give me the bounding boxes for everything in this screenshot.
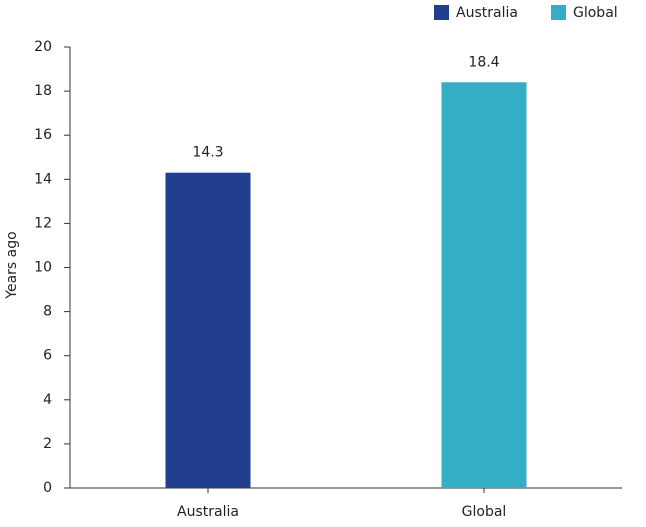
y-tick-label: 20 [34, 39, 52, 55]
y-tick-label: 16 [34, 127, 52, 143]
y-tick-label: 6 [43, 348, 52, 364]
y-tick-label: 2 [43, 436, 52, 452]
legend-label: Australia [456, 5, 518, 21]
bar [165, 172, 251, 488]
x-tick-label: Australia [177, 504, 239, 520]
y-tick-label: 10 [34, 260, 52, 276]
y-tick-label: 12 [34, 215, 52, 231]
y-tick-label: 14 [34, 171, 52, 187]
y-tick-label: 0 [43, 480, 52, 496]
y-tick-label: 4 [43, 392, 52, 408]
legend-swatch [434, 5, 449, 20]
legend-label: Global [573, 5, 618, 21]
y-tick-label: 18 [34, 83, 52, 99]
data-label: 18.4 [468, 54, 499, 70]
bar [441, 82, 527, 488]
y-tick-label: 8 [43, 304, 52, 320]
y-axis-label: Years ago [4, 231, 20, 299]
x-tick-label: Global [462, 504, 507, 520]
legend-swatch [551, 5, 566, 20]
data-label: 14.3 [192, 145, 223, 161]
